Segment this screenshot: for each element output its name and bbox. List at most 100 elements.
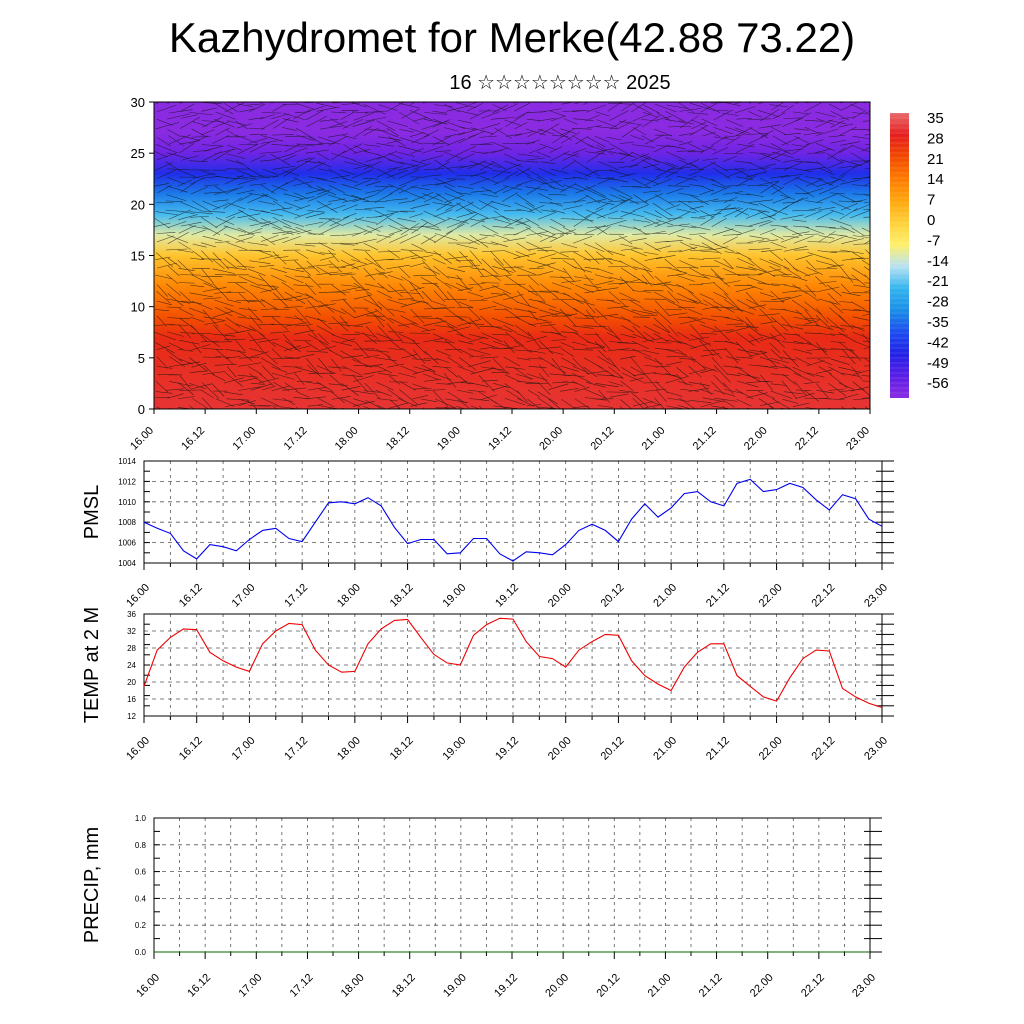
x-tick-label: 18.00 <box>335 582 363 610</box>
x-tick-label: 19.12 <box>486 425 514 453</box>
y-tick-label: 5 <box>138 351 145 366</box>
colorbar-label: -7 <box>927 232 940 249</box>
y-tick-label: 24 <box>127 661 136 670</box>
x-tick-label: 19.12 <box>492 972 520 1000</box>
x-tick-label: 19.00 <box>435 425 463 453</box>
y-tick-label: 0.2 <box>135 921 147 930</box>
x-tick-label: 20.12 <box>588 425 616 453</box>
x-tick-label: 19.00 <box>440 735 468 763</box>
colorbar-ramp <box>890 113 909 398</box>
y-tick-label: 25 <box>131 146 145 161</box>
x-tick-label: 16.00 <box>124 582 152 610</box>
x-tick-label: 20.12 <box>594 972 622 1000</box>
pmsl-panel: 1004 1006 1008 1010 1012 1014 PMSL 16.00 16.12 17… <box>81 457 894 610</box>
colorbar-label: -49 <box>927 355 949 372</box>
y-tick-label: 32 <box>127 627 136 636</box>
x-tick-label: 21.00 <box>651 582 679 610</box>
y-tick-label: 36 <box>127 610 136 619</box>
x-tick-label: 20.00 <box>546 582 574 610</box>
x-tick-label: 23.00 <box>844 425 872 453</box>
temp-2m-panel: 12 16 20 24 28 32 36 TEMP at 2 M 16.00 16.12 17.00… <box>81 607 894 763</box>
y-tick-label: 1012 <box>118 477 136 486</box>
x-tick-label: 16.00 <box>134 972 162 1000</box>
x-tick-label: 20.12 <box>599 582 627 610</box>
x-tick-label: 17.00 <box>230 735 258 763</box>
x-tick-label: 18.12 <box>388 735 416 763</box>
x-tick-label: 21.00 <box>640 425 668 453</box>
page-title: Kazhydromet for Merke(42.88 73.22) <box>168 14 856 61</box>
colorbar-label: -42 <box>927 334 949 351</box>
precip-panel: 0.0 0.2 0.4 0.6 0.8 1.0 PRECIP, mm 16.00 16.12 17… <box>81 814 882 1000</box>
y-tick-label: 1.0 <box>135 814 147 823</box>
colorbar-label: 0 <box>927 212 935 229</box>
y-tick-label: 30 <box>131 95 145 110</box>
y-tick-label: 1004 <box>118 559 136 568</box>
x-tick-label: 23.00 <box>850 972 878 1000</box>
x-tick-label: 17.00 <box>230 425 258 453</box>
y-tick-label: 0.4 <box>135 894 147 903</box>
x-tick-label: 18.00 <box>335 735 363 763</box>
x-tick-label: 18.12 <box>384 425 412 453</box>
colorbar-label: -56 <box>927 375 949 392</box>
x-tick-label: 23.00 <box>862 735 890 763</box>
colorbar-label: 28 <box>927 130 944 147</box>
colorbar-label: 14 <box>927 171 944 188</box>
x-tick-label: 22.12 <box>809 582 837 610</box>
y-tick-label: 1014 <box>118 457 136 466</box>
x-tick-label: 16.12 <box>185 972 213 1000</box>
colorbar-label: -21 <box>927 273 949 290</box>
y-tick-label: 0 <box>138 402 145 417</box>
colorbar-label: -28 <box>927 294 949 311</box>
temperature-crosssection-panel: 0 5 10 15 20 25 30 16.00 16.12 17.00 17.12 18.00 18.… <box>128 95 872 453</box>
x-tick-label: 21.12 <box>691 425 719 453</box>
x-tick-label: 17.12 <box>282 425 310 453</box>
y-tick-label: 20 <box>131 197 145 212</box>
page-subtitle: 16 ☆☆☆☆☆☆☆☆ 2025 <box>449 72 671 94</box>
series-line <box>143 617 883 709</box>
x-tick-label: 21.12 <box>697 972 725 1000</box>
y-axis-label: PRECIP, mm <box>81 827 103 943</box>
x-tick-label: 18.00 <box>333 425 361 453</box>
y-tick-label: 0.0 <box>135 948 147 957</box>
x-tick-label: 19.12 <box>493 735 521 763</box>
colorbar-label: 7 <box>927 192 935 209</box>
x-tick-label: 22.12 <box>809 735 837 763</box>
x-tick-label: 23.00 <box>862 582 890 610</box>
series-line <box>143 478 883 562</box>
colorbar-label: -35 <box>927 314 949 331</box>
x-tick-label: 21.00 <box>651 735 679 763</box>
x-tick-label: 22.00 <box>757 582 785 610</box>
x-tick-label: 22.12 <box>799 972 827 1000</box>
x-tick-label: 18.00 <box>339 972 367 1000</box>
x-tick-label: 22.00 <box>742 425 770 453</box>
y-tick-label: 0.6 <box>135 868 147 877</box>
x-tick-label: 20.12 <box>599 735 627 763</box>
y-tick-label: 10 <box>131 300 145 315</box>
y-tick-label: 12 <box>127 712 136 721</box>
x-tick-label: 22.00 <box>748 972 776 1000</box>
colorbar-label: 21 <box>927 151 944 168</box>
y-tick-label: 1010 <box>118 498 136 507</box>
x-tick-label: 16.12 <box>177 582 205 610</box>
wind-vectors <box>154 102 870 409</box>
y-tick-label: 0.8 <box>135 841 147 850</box>
x-tick-label: 16.12 <box>179 425 207 453</box>
x-tick-label: 18.12 <box>388 582 416 610</box>
x-tick-label: 21.00 <box>646 972 674 1000</box>
x-tick-label: 22.00 <box>757 735 785 763</box>
x-tick-label: 19.12 <box>493 582 521 610</box>
x-tick-label: 16.00 <box>128 425 156 453</box>
x-tick-label: 16.12 <box>177 735 205 763</box>
heatmap-field <box>154 102 870 409</box>
y-tick-label: 28 <box>127 644 136 653</box>
x-tick-label: 20.00 <box>537 425 565 453</box>
x-tick-label: 21.12 <box>704 735 732 763</box>
colorbar-label: -14 <box>927 253 949 270</box>
y-axis-label: TEMP at 2 M <box>81 607 103 723</box>
x-tick-label: 20.00 <box>543 972 571 1000</box>
x-tick-label: 17.12 <box>282 582 310 610</box>
y-tick-label: 20 <box>127 678 136 687</box>
y-tick-label: 15 <box>131 249 145 264</box>
x-tick-label: 20.00 <box>546 735 574 763</box>
